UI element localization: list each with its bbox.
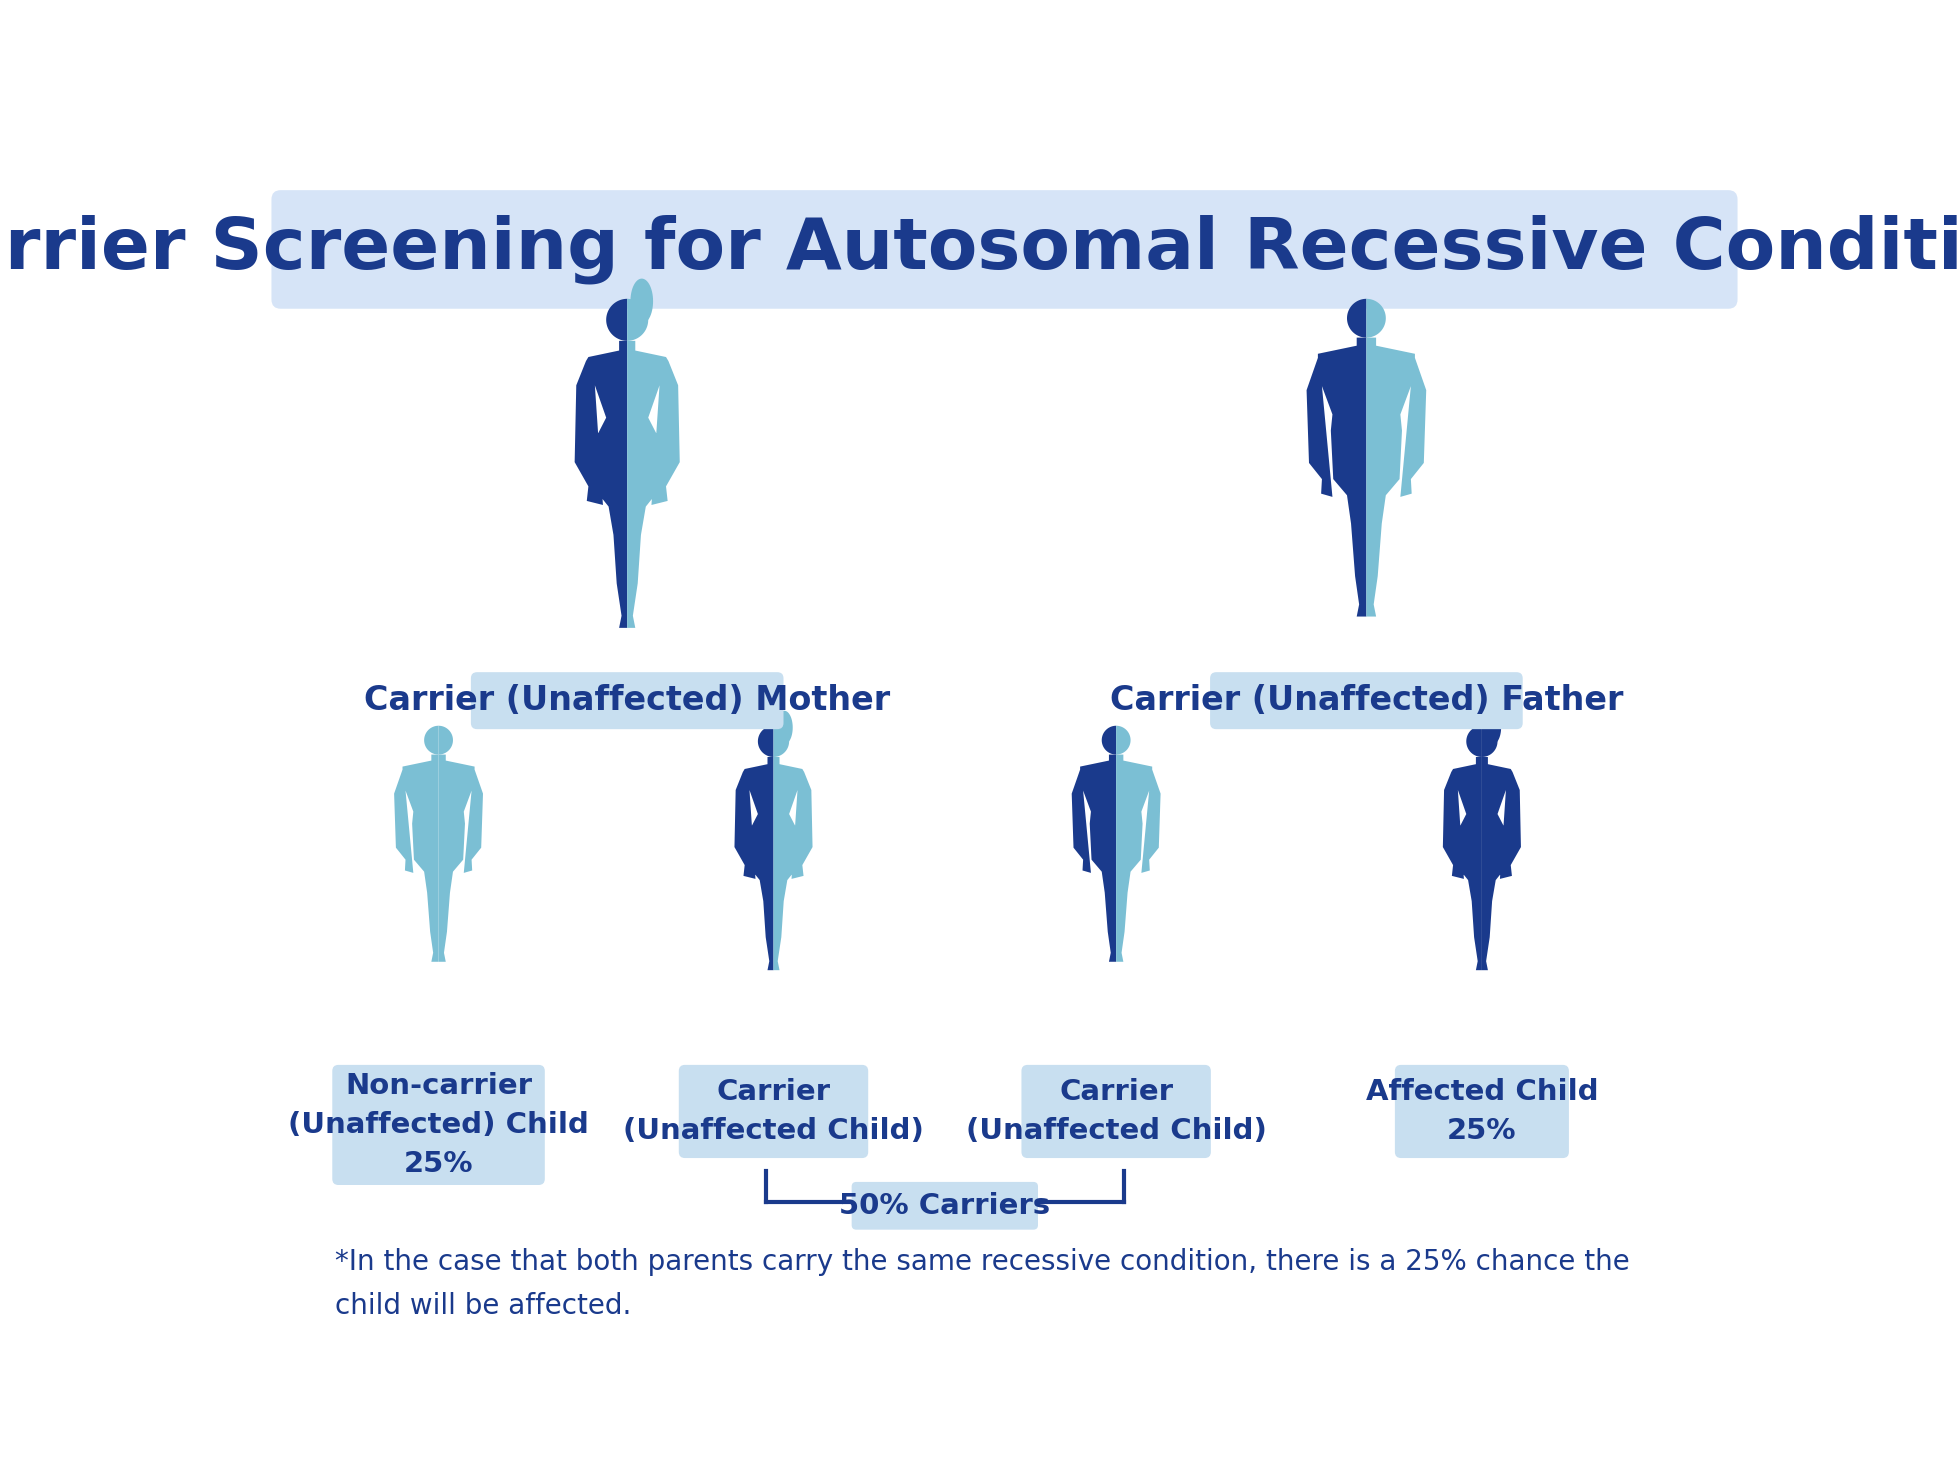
Polygon shape: [394, 754, 439, 962]
Text: Affected Child
25%: Affected Child 25%: [1366, 1077, 1597, 1146]
Polygon shape: [439, 726, 453, 754]
Polygon shape: [776, 711, 792, 744]
Text: Non-carrier
(Unaffected) Child
25%: Non-carrier (Unaffected) Child 25%: [288, 1071, 590, 1178]
Polygon shape: [759, 726, 774, 757]
FancyBboxPatch shape: [1021, 1066, 1211, 1157]
Polygon shape: [774, 726, 790, 757]
Polygon shape: [1115, 726, 1131, 754]
Text: 50% Carriers: 50% Carriers: [839, 1192, 1051, 1220]
Polygon shape: [1347, 299, 1366, 338]
Text: Carrier Screening for Autosomal Recessive Conditions: Carrier Screening for Autosomal Recessiv…: [0, 215, 1960, 285]
Polygon shape: [1366, 299, 1386, 338]
Text: *In the case that both parents carry the same recessive condition, there is a 25: *In the case that both parents carry the…: [335, 1248, 1629, 1319]
Polygon shape: [774, 757, 813, 971]
Polygon shape: [627, 341, 680, 628]
Polygon shape: [606, 299, 627, 341]
Polygon shape: [1466, 726, 1482, 757]
Polygon shape: [574, 341, 627, 628]
Text: Carrier
(Unaffected Child): Carrier (Unaffected Child): [623, 1077, 923, 1146]
Polygon shape: [735, 757, 774, 971]
Polygon shape: [1482, 757, 1521, 971]
Polygon shape: [1443, 757, 1482, 971]
Polygon shape: [631, 279, 653, 325]
Text: Carrier (Unaffected) Father: Carrier (Unaffected) Father: [1109, 685, 1623, 717]
Polygon shape: [627, 299, 649, 341]
Polygon shape: [1366, 338, 1427, 617]
Polygon shape: [1115, 754, 1160, 962]
Polygon shape: [1102, 726, 1115, 754]
Polygon shape: [1482, 726, 1497, 757]
FancyBboxPatch shape: [678, 1066, 868, 1157]
Polygon shape: [1307, 338, 1366, 617]
Text: Carrier
(Unaffected Child): Carrier (Unaffected Child): [966, 1077, 1266, 1146]
FancyBboxPatch shape: [270, 190, 1739, 308]
FancyBboxPatch shape: [1396, 1066, 1568, 1157]
FancyBboxPatch shape: [470, 673, 784, 729]
FancyBboxPatch shape: [1209, 673, 1523, 729]
Polygon shape: [439, 754, 482, 962]
FancyBboxPatch shape: [853, 1183, 1039, 1230]
FancyBboxPatch shape: [333, 1066, 545, 1186]
Polygon shape: [1484, 711, 1501, 744]
Polygon shape: [423, 726, 439, 754]
Text: Carrier (Unaffected) Mother: Carrier (Unaffected) Mother: [365, 685, 890, 717]
Polygon shape: [1072, 754, 1115, 962]
